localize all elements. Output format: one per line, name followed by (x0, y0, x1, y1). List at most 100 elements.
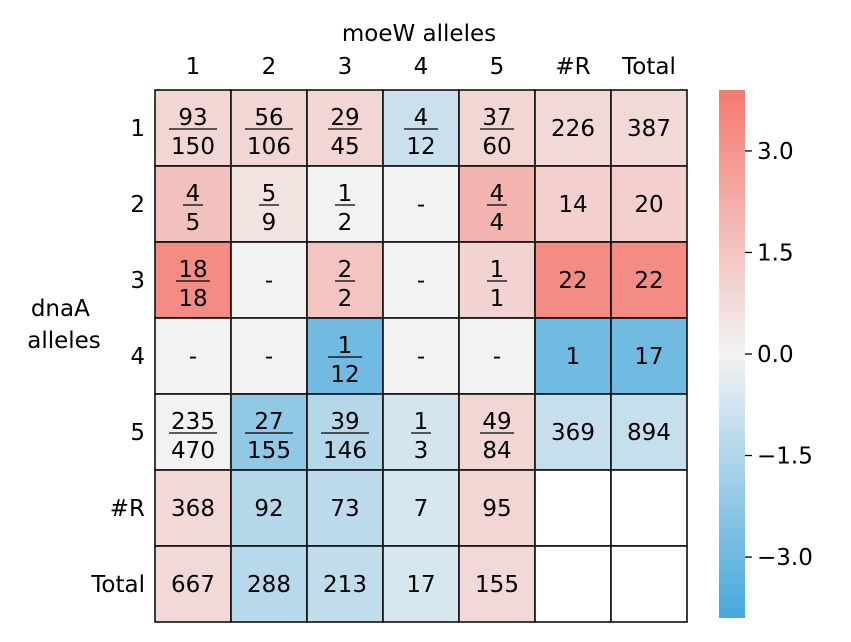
cell-numerator: 1 (338, 333, 353, 359)
cell-fill (154, 89, 232, 167)
heatmap-cell: 14 (534, 165, 612, 243)
cell-numerator: 93 (178, 105, 207, 131)
cell-value: 14 (558, 192, 587, 218)
heatmap-cell: 17 (382, 545, 460, 623)
heatmap-cell: 22 (306, 241, 384, 319)
cell-value: - (417, 192, 425, 218)
heatmap-cell: 44 (458, 165, 536, 243)
row-label: #R (110, 496, 145, 522)
cell-denominator: 84 (482, 438, 511, 464)
cell-value: 95 (482, 496, 511, 522)
colorbar-gradient (719, 90, 745, 618)
cell-numerator: 1 (490, 257, 505, 283)
heatmap-cell: 22 (610, 241, 688, 319)
cell-value: - (417, 268, 425, 294)
heatmap-cell: 112 (306, 317, 384, 395)
heatmap-cell: 45 (154, 165, 232, 243)
row-label: 3 (130, 268, 145, 294)
column-tick-labels: 1 2 3 4 5 #R Total (186, 54, 676, 80)
cell-numerator: 4 (186, 181, 201, 207)
cell-fill (382, 545, 460, 623)
heatmap-cell: 11 (458, 241, 536, 319)
cell-fill (610, 165, 688, 243)
cell-numerator: 4 (414, 105, 429, 131)
cell-numerator: 2 (338, 257, 353, 283)
cell-value: 20 (634, 192, 663, 218)
cell-denominator: 146 (323, 438, 367, 464)
cell-fill (382, 241, 460, 319)
heatmap-cell: 412 (382, 89, 460, 167)
cell-fill (230, 241, 308, 319)
cell-fill (610, 393, 688, 471)
cell-numerator: 56 (254, 105, 283, 131)
cell-value: 894 (627, 420, 671, 446)
cell-fill (610, 89, 688, 167)
cell-fill (230, 393, 308, 471)
y-axis-title: dnaA alleles (27, 296, 101, 354)
heatmap-cell: 59 (230, 165, 308, 243)
cell-numerator: 235 (171, 409, 215, 435)
cell-numerator: 4 (490, 181, 505, 207)
cell-fill (306, 469, 384, 547)
cell-fill (306, 89, 384, 167)
cell-value: 368 (171, 496, 215, 522)
cell-value: - (265, 268, 273, 294)
cell-fill (154, 469, 232, 547)
cell-denominator: 2 (338, 210, 353, 236)
cell-denominator: 155 (247, 438, 291, 464)
column-label: #R (555, 54, 590, 80)
heatmap-cell: - (382, 165, 460, 243)
cell-denominator: 12 (406, 134, 435, 160)
cell-denominator: 12 (330, 362, 359, 388)
cell-value: 369 (551, 420, 595, 446)
heatmap-cell: - (230, 317, 308, 395)
cell-fill (230, 545, 308, 623)
cell-fill (306, 317, 384, 395)
colorbar-tick-label: 0.0 (757, 342, 794, 368)
cell-denominator: 5 (186, 210, 201, 236)
cell-value: 155 (475, 572, 519, 598)
cell-fill (534, 241, 612, 319)
cell-fill (610, 469, 688, 547)
cell-fill (610, 317, 688, 395)
column-label: 3 (338, 54, 353, 80)
cell-fill (458, 469, 536, 547)
cell-value: 1 (566, 344, 581, 370)
cell-value: 387 (627, 116, 671, 142)
colorbar-tick-label: −1.5 (757, 444, 813, 470)
cell-denominator: 18 (178, 286, 207, 312)
heatmap-cell: 894 (610, 393, 688, 471)
cell-denominator: 45 (330, 134, 359, 160)
cell-fill (534, 545, 612, 623)
heatmap-cell: 73 (306, 469, 384, 547)
colorbar: 3.0 1.5 0.0 −1.5 −3.0 (719, 90, 813, 618)
cell-numerator: 5 (262, 181, 277, 207)
cell-value: 17 (634, 344, 663, 370)
heatmap-cell: 667 (154, 545, 232, 623)
column-label: 2 (262, 54, 277, 80)
cell-numerator: 1 (414, 409, 429, 435)
column-label: 4 (414, 54, 429, 80)
cell-fill (154, 317, 232, 395)
row-label: 2 (130, 192, 145, 218)
heatmap-cell: - (382, 241, 460, 319)
cell-numerator: 49 (482, 409, 511, 435)
cell-value: - (265, 344, 273, 370)
heatmap-cell: 13 (382, 393, 460, 471)
cell-value: 92 (254, 496, 283, 522)
heatmap-cell: 12 (306, 165, 384, 243)
column-label: Total (621, 54, 676, 80)
y-axis-title-line-1: dnaA (31, 296, 90, 322)
cell-numerator: 18 (178, 257, 207, 283)
heatmap-cell: 17 (610, 317, 688, 395)
x-axis-title: moeW alleles (342, 21, 496, 47)
heatmap-cell (610, 469, 688, 547)
heatmap-cell: 155 (458, 545, 536, 623)
